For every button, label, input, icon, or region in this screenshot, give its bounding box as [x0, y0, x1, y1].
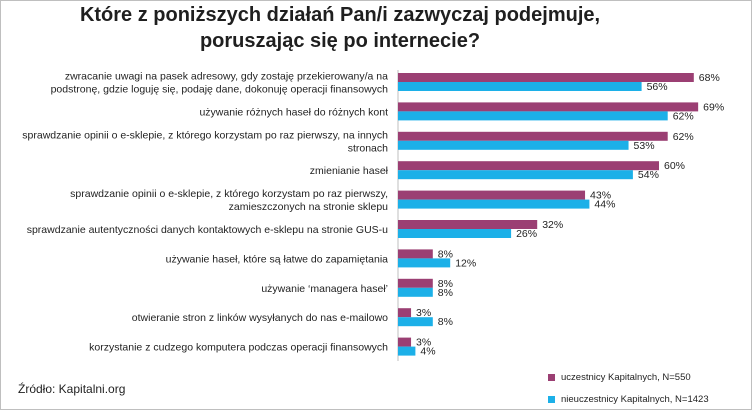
source-note: Źródło: Kapitalni.org — [18, 382, 126, 396]
chart-title-line-2: poruszając się po internecie? — [199, 30, 481, 52]
category-label: stronach — [348, 142, 388, 154]
data-label-series-1: 69% — [703, 101, 724, 113]
category-label: zamieszczonych na stronie sklepu — [229, 201, 388, 213]
data-label-series-2: 8% — [438, 287, 453, 299]
bar-series-2 — [398, 229, 512, 238]
data-label-series-2: 8% — [438, 316, 453, 328]
category-label: korzystanie z cudzego komputera podczas … — [89, 342, 388, 354]
category-label: używanie różnych haseł do różnych kont — [199, 106, 388, 118]
legend-label-series-2: nieuczestnicy Kapitalnych, N=1423 — [561, 394, 709, 405]
category-label: podstronę, gdzie loguję się, podaję dane… — [51, 84, 389, 96]
data-label-series-1: 3% — [416, 307, 431, 319]
legend-swatch-series-2 — [548, 396, 555, 403]
legend-label-series-1: uczestnicy Kapitalnych, N=550 — [561, 372, 691, 383]
legend-swatch-series-1 — [548, 374, 555, 381]
bar-series-2 — [398, 111, 668, 121]
category-label: sprawdzanie autentyczności danych kontak… — [27, 224, 388, 236]
bar-series-2 — [398, 140, 629, 150]
category-label: zwracanie uwagi na pasek adresowy, gdy z… — [65, 71, 388, 83]
data-label-series-1: 62% — [673, 131, 694, 143]
category-label: zmienianie haseł — [310, 165, 389, 177]
data-label-series-1: 60% — [664, 160, 685, 172]
chart-title-line-1: Które z poniższych działań Pan/i zazwycz… — [79, 4, 601, 26]
data-label-series-2: 4% — [420, 346, 435, 358]
bar-series-2 — [398, 287, 433, 297]
legend-item-series-1: uczestnicy Kapitalnych, N=550 — [548, 371, 709, 384]
bar-series-1 — [398, 337, 412, 347]
category-label: używanie haseł, które są łatwe do zapami… — [166, 253, 389, 265]
data-label-series-2: 53% — [634, 140, 655, 152]
data-label-series-2: 54% — [638, 169, 659, 181]
bar-series-1 — [398, 73, 694, 82]
data-label-series-1: 3% — [416, 337, 431, 349]
data-label-series-2: 56% — [647, 81, 668, 93]
bar-series-1 — [398, 308, 412, 318]
data-label-series-1: 8% — [438, 278, 453, 290]
data-label-series-1: 8% — [438, 248, 453, 260]
category-label: sprawdzanie opinii o e-sklepie, z któreg… — [70, 188, 388, 200]
bar-series-1 — [398, 102, 699, 112]
bar-series-1 — [398, 278, 433, 288]
data-label-series-2: 44% — [594, 199, 615, 211]
bar-series-2 — [398, 346, 416, 356]
data-label-series-2: 26% — [516, 228, 537, 240]
data-label-series-1: 68% — [699, 72, 720, 84]
category-label: używanie ‘managera haseł’ — [261, 283, 388, 295]
data-label-series-2: 62% — [673, 110, 694, 122]
bar-series-2 — [398, 317, 433, 327]
bar-series-2 — [398, 199, 590, 209]
legend: uczestnicy Kapitalnych, N=550 nieuczestn… — [548, 371, 709, 415]
legend-item-series-2: nieuczestnicy Kapitalnych, N=1423 — [548, 393, 709, 406]
bar-series-1 — [398, 190, 586, 200]
bar-series-2 — [398, 170, 633, 180]
data-label-series-2: 12% — [455, 257, 476, 269]
bar-series-1 — [398, 131, 668, 141]
bar-series-1 — [398, 249, 433, 259]
chart-title: Które z poniższych działań Pan/i zazwycz… — [60, 2, 620, 54]
data-label-series-1: 43% — [590, 190, 611, 202]
category-label: sprawdzanie opinii o e-sklepie, z któreg… — [22, 129, 388, 141]
category-label: otwieranie stron z linków wysyłanych do … — [132, 312, 388, 324]
bar-series-2 — [398, 258, 451, 268]
data-label-series-1: 32% — [542, 219, 563, 231]
bar-series-1 — [398, 161, 659, 171]
bar-series-2 — [398, 82, 642, 91]
bar-series-1 — [398, 220, 538, 229]
